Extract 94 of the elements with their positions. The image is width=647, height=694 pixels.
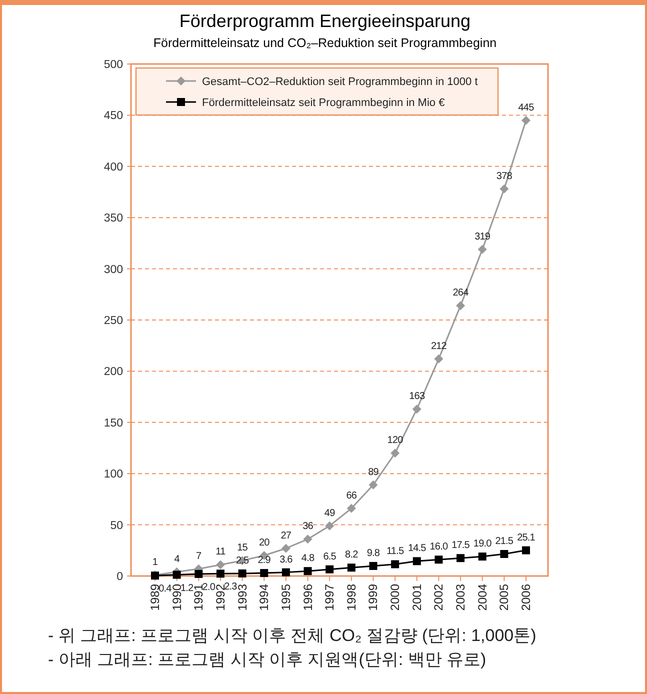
point <box>216 560 225 570</box>
point <box>369 562 378 570</box>
data-label: 9.8 <box>366 548 380 559</box>
x-tick-label: 2004 <box>475 584 490 611</box>
point <box>522 116 530 125</box>
point <box>172 570 181 579</box>
data-label: 20 <box>258 538 270 549</box>
chart-title: Förderprogramm Energieeinsparung <box>179 11 471 31</box>
data-label: 8.2 <box>345 550 359 561</box>
data-label: 17.5 <box>452 540 470 552</box>
point <box>304 567 312 576</box>
legend-label: Gesamt–CO2–Reduktion seit Programmbeginn in 1000 t <box>202 76 478 88</box>
point <box>238 569 246 578</box>
point <box>434 354 444 364</box>
data-label: 21.5 <box>495 536 514 547</box>
data-label: 1.2 <box>180 582 194 594</box>
point <box>478 244 487 254</box>
data-label: 11 <box>216 546 226 558</box>
data-label: 319 <box>474 231 491 242</box>
data-label: 445 <box>518 102 535 114</box>
point <box>391 560 400 568</box>
point <box>303 534 312 544</box>
data-label: 66 <box>346 490 358 502</box>
x-tick-label: 1999 <box>366 584 380 611</box>
data-label: 264 <box>452 288 470 299</box>
point <box>478 552 486 561</box>
data-label: 163 <box>409 391 426 402</box>
data-label: 14.5 <box>408 543 427 554</box>
data-label: 19.0 <box>473 538 492 550</box>
text: - 아래 그래프: 프로그램 시작 이후 지원액(단위: 백만 유로) <box>48 650 486 669</box>
y-tick-label: 150 <box>104 417 123 430</box>
data-label: 2.0 <box>202 582 216 593</box>
point <box>500 184 509 194</box>
point <box>368 480 378 490</box>
y-tick-label: 200 <box>104 366 123 378</box>
data-label: 0.4 <box>158 584 172 595</box>
data-label: 27 <box>280 530 292 542</box>
data-label: 4 <box>174 554 180 565</box>
x-tick-label: 2003 <box>454 584 468 611</box>
point <box>282 568 290 576</box>
point <box>281 544 290 553</box>
data-label: 2.3 <box>224 582 238 593</box>
point <box>346 504 356 513</box>
y-tick-label: 400 <box>104 161 123 174</box>
point <box>412 404 422 414</box>
data-label: 49 <box>324 508 336 519</box>
data-label: 25.1 <box>517 532 536 544</box>
y-tick-label: 450 <box>104 110 123 122</box>
y-tick-label: 500 <box>104 59 123 71</box>
data-label: 1 <box>152 556 158 568</box>
data-label: 120 <box>387 435 404 446</box>
y-tick-label: 0 <box>116 571 123 583</box>
point <box>326 565 334 574</box>
y-tick-label: 300 <box>104 264 123 276</box>
data-label: 36 <box>302 521 314 532</box>
text: - 위 그래프: 프로그램 시작 이후 전체 CO₂ 절감량 (단위: 1,000톤) <box>48 626 536 645</box>
chart-subtitle: Fördermitteleinsatz und CO₂–Reduktion seit Programmbeginn <box>153 36 497 50</box>
point <box>194 570 203 578</box>
y-tick-label: 50 <box>110 520 123 532</box>
y-tick-label: 350 <box>104 212 123 225</box>
point <box>456 554 465 562</box>
x-tick-label: 1998 <box>344 584 358 611</box>
x-tick-label: 2006 <box>519 584 533 611</box>
point <box>500 550 508 558</box>
x-tick-label: 2002 <box>432 584 446 611</box>
point <box>456 301 466 310</box>
x-tick-label: 2005 <box>497 584 512 611</box>
data-label: 11.5 <box>386 546 404 558</box>
data-label: 6.5 <box>323 551 337 562</box>
y-tick-label: 250 <box>104 315 123 327</box>
data-label: 7 <box>196 550 202 562</box>
legend-label: Fördermitteleinsatz seit Programmbeginn in Mio € <box>202 97 445 109</box>
point <box>412 557 421 566</box>
x-tick-label: 1997 <box>322 584 337 611</box>
x-tick-label: 2001 <box>410 584 424 611</box>
y-tick-label: 100 <box>104 468 123 481</box>
point <box>522 546 530 554</box>
point <box>347 564 356 572</box>
point <box>260 569 268 578</box>
point <box>390 448 400 458</box>
data-label: 3.6 <box>280 554 294 566</box>
x-tick-label: 1995 <box>278 584 293 611</box>
point <box>216 570 224 578</box>
data-label: 2.9 <box>258 555 272 566</box>
data-label: 212 <box>430 340 448 352</box>
point <box>434 556 443 564</box>
x-tick-label: 1996 <box>300 584 315 611</box>
x-tick-label: 2000 <box>388 584 402 611</box>
data-label: 15 <box>237 542 248 554</box>
data-label: 16.0 <box>430 542 448 553</box>
x-tick-label: 1994 <box>257 584 272 611</box>
data-label: 378 <box>496 170 513 182</box>
point <box>325 521 334 530</box>
data-label: 4.8 <box>301 553 315 564</box>
